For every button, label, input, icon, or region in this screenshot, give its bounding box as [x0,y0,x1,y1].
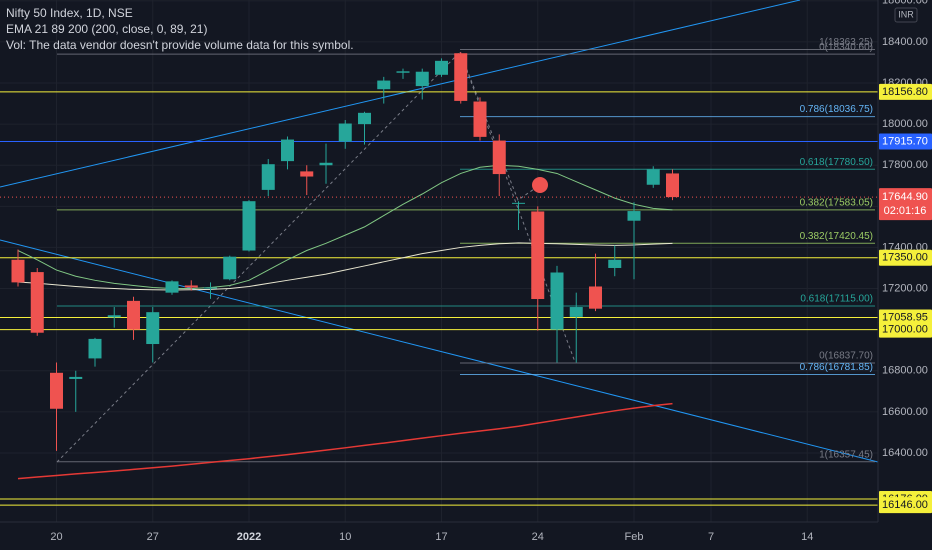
volume-note: Vol: The data vendor doesn't provide vol… [6,38,354,52]
candle-body [319,162,333,166]
candle-body [281,139,294,162]
fib-label: 0(18340.60) [819,42,873,53]
candle-body [261,164,275,190]
trend-line [0,239,878,463]
candle-body [377,80,391,90]
currency-box[interactable] [894,7,918,23]
candle-body [146,312,160,345]
price-badge-label: 17915.70 [882,135,928,147]
x-tick-label: 2022 [237,531,261,543]
candle-body [242,201,256,251]
candle-body [531,211,545,300]
chart-title: Nifty 50 Index, 1D, NSE [6,6,133,20]
x-tick-label: 20 [50,531,62,543]
candle-body [165,281,179,293]
ema-line [17,402,673,480]
candle-body [435,60,448,75]
y-tick-label: 18600.00 [882,0,928,7]
fib-label: 0.786(18036.75) [800,104,873,115]
price-badge [879,249,932,266]
x-tick-label: 14 [801,531,813,543]
candle-body [512,202,525,204]
candle-body [11,259,25,283]
x-tick-label: 7 [708,531,714,543]
y-tick-label: 17200.00 [882,282,928,294]
y-tick-label: 17800.00 [882,159,928,171]
candle-body [50,372,63,409]
candle-body [550,272,564,330]
countdown-label: 02:01:16 [884,205,927,217]
fib-connector [459,51,541,201]
price-badge-label: 17350.00 [882,252,928,264]
candle-body [589,286,602,309]
candle-body [569,307,583,317]
candle-body [454,53,468,101]
price-badge-label: 17000.00 [882,324,928,336]
candle-body [666,173,679,198]
x-tick-label: 24 [532,531,544,543]
y-tick-label: 16600.00 [882,406,928,418]
candle-body [30,272,44,333]
indicator-legend: EMA 21 89 200 (200, close, 0, 89, 21) [6,22,207,36]
candle-body [338,123,352,142]
candle-body [492,140,506,175]
candle-body [88,338,102,359]
axes: 16400.00 16600.00 16800.00 17000.00 17200.00… [50,0,932,543]
candle-body [646,169,660,185]
x-tick-label: 17 [435,531,447,543]
fib-label: 1(18363.25) [819,37,873,48]
candle-body [608,259,622,268]
y-tick-label: 18400.00 [882,36,928,48]
fib-label: 1(16357.45) [819,449,873,460]
price-badge-label: 17058.95 [882,311,928,323]
price-badge [879,309,932,326]
plot-area [0,0,878,506]
x-tick-label: 27 [147,531,159,543]
price-badge [879,83,932,100]
fib-label: 0.382(17420.45) [800,231,873,242]
x-tick-label: Feb [625,531,644,543]
candle-body [627,211,641,221]
candle-body [415,71,429,87]
candle-body [204,287,217,289]
price-badge-label: 18156.80 [882,86,928,98]
candle-body [107,315,121,318]
fib-label: 0.618(17115.00) [800,294,873,305]
fib-label: 0.618(17780.50) [800,157,873,168]
candle-body [184,285,198,288]
marker [532,177,548,193]
candle-body [396,71,410,73]
candle-body [358,112,371,125]
price-badge-label: 16146.00 [882,499,928,511]
candle-body [300,171,314,177]
currency[interactable]: INR [898,9,914,19]
candle-body [127,300,140,330]
y-tick-label: 16400.00 [882,447,928,459]
last-price-badge [879,188,932,221]
candle-body [473,101,487,137]
overlay-labels: 0(18340.60) 0.382(17583.05) 0.618(17115.00… [800,37,873,460]
y-tick-label: 16800.00 [882,365,928,377]
x-tick-label: 10 [339,531,351,543]
ema-line [17,164,673,290]
candle-body [223,256,237,280]
price-badge [879,321,932,338]
price-badge [879,497,932,514]
price-badge [879,133,932,150]
fib-label: 0.382(17583.05) [800,197,873,208]
candle-body [69,376,83,379]
ema-line [17,242,673,291]
y-tick-label: 18000.00 [882,118,928,130]
trend-line [0,0,801,188]
fib-label: 0(16837.70) [819,351,873,362]
last-price-label: 17644.90 [882,191,928,203]
fib-label: 0.786(16781.85) [800,362,873,373]
